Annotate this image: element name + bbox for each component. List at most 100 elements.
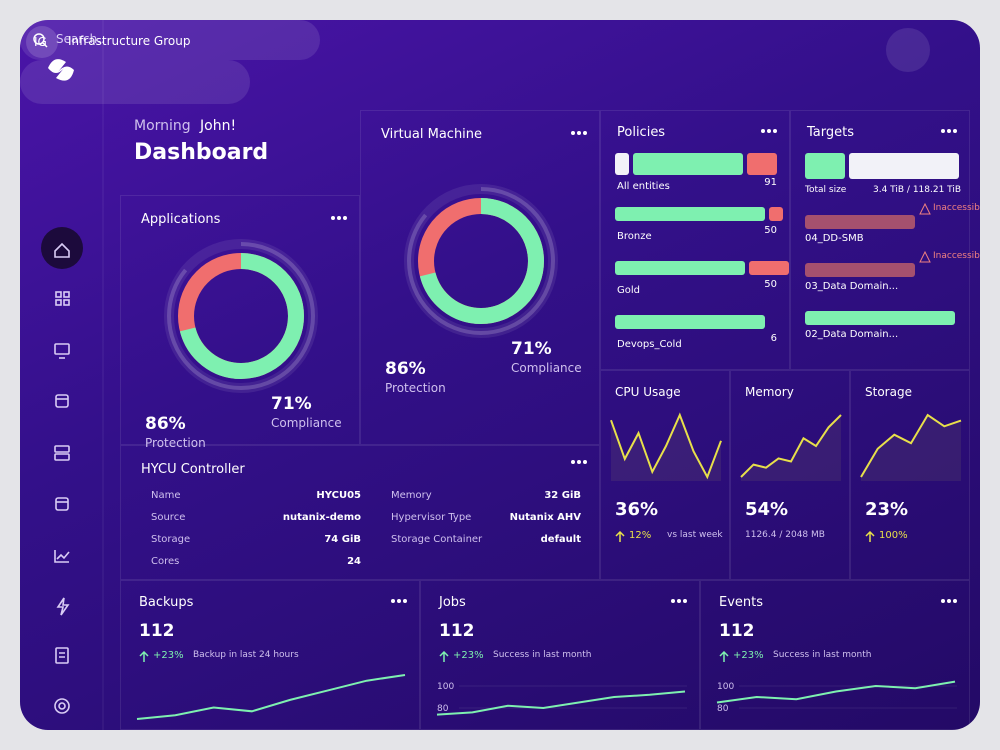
field-label: Hypervisor Type — [391, 512, 472, 523]
sparkline-line — [716, 680, 956, 704]
more-menu[interactable] — [331, 216, 347, 220]
y-tick-label: 80 — [717, 704, 729, 714]
sparkline-line — [860, 413, 962, 478]
user-initials: IG — [34, 35, 47, 49]
sparkline-line — [136, 674, 406, 720]
nav-box[interactable] — [55, 394, 69, 408]
more-menu[interactable] — [391, 599, 407, 603]
policy-bar-bad — [749, 261, 789, 275]
donut — [404, 184, 558, 338]
total-value: 3.4 TiB / 118.21 TiB — [873, 185, 962, 195]
menu-dot — [331, 216, 335, 220]
protection-value: 86% — [145, 414, 186, 434]
search-icon — [33, 33, 48, 48]
card-title: Events — [719, 595, 764, 610]
compliance-label: Compliance — [271, 416, 342, 430]
compliance-value: 71% — [271, 394, 312, 414]
metric-value: 112 — [139, 621, 175, 641]
jobs-card: Jobs 112 +23% Success in last month 100 80 — [420, 580, 700, 730]
backups-card: Backups 112 +23% Backup in last 24 hours — [120, 580, 420, 730]
dashboard: Search.. IG Infrastructure Group Morning Joh… — [20, 20, 980, 730]
nav-home[interactable] — [41, 227, 83, 269]
menu-dot — [577, 131, 581, 135]
arrow-up — [139, 651, 149, 662]
field-label: Source — [151, 512, 186, 523]
more-menu[interactable] — [671, 599, 687, 603]
menu-dot — [767, 129, 771, 133]
donut — [164, 239, 318, 393]
arrow-shape — [439, 651, 449, 662]
y-tick-label: 100 — [437, 682, 454, 692]
nav-bolt[interactable] — [56, 597, 70, 616]
icon — [42, 42, 48, 48]
nav-monitor[interactable] — [54, 343, 70, 359]
round-button[interactable] — [886, 28, 930, 72]
menu-dot — [583, 131, 587, 135]
more-menu[interactable] — [941, 129, 957, 133]
salutation: Morning — [134, 118, 191, 134]
avatar: IG — [26, 26, 58, 58]
arrow-shape — [615, 531, 625, 542]
logo — [48, 59, 74, 81]
search-placeholder: Search.. — [56, 32, 105, 46]
field-value: 32 GiB — [544, 490, 581, 501]
menu-dot — [683, 599, 687, 603]
target-name: 02_Data Domain... — [805, 329, 899, 340]
user-pill[interactable]: IG Infrastructure Group — [20, 26, 250, 104]
policy-bar-good — [615, 261, 745, 275]
menu-dot — [941, 129, 945, 133]
field-value: default — [540, 534, 581, 545]
policy-name: Gold — [617, 285, 640, 296]
sparkline — [860, 413, 962, 481]
y-tick-label: 80 — [437, 704, 449, 714]
menu-dot — [337, 216, 341, 220]
card-title: Policies — [617, 125, 666, 140]
nav-doc[interactable] — [55, 647, 69, 664]
field-label: Name — [151, 490, 181, 501]
menu-dot — [947, 129, 951, 133]
target-free — [849, 153, 959, 179]
policy-block — [615, 153, 629, 175]
more-menu[interactable] — [761, 129, 777, 133]
events-card: Events 112 +23% Success in last month 100 80 — [700, 580, 970, 730]
target-status: Inaccessible — [933, 203, 980, 213]
total-label: Total size — [805, 185, 847, 195]
search-box[interactable]: Search.. — [20, 20, 320, 60]
user-name: John! — [200, 118, 237, 134]
field-value: Nutanix AHV — [509, 512, 581, 523]
nav-target[interactable] — [54, 698, 70, 714]
metric-value: 112 — [439, 621, 475, 641]
target-status: Inaccessible — [933, 251, 980, 261]
field-label: Memory — [391, 490, 432, 501]
arrow-up — [615, 531, 625, 542]
sparkline-area — [741, 415, 841, 481]
policy-count: 50 — [764, 225, 777, 236]
metric-note: Backup in last 24 hours — [193, 650, 299, 660]
policy-name: Bronze — [617, 231, 652, 242]
menu-dot — [583, 460, 587, 464]
metric-value: 112 — [719, 621, 755, 641]
card-title: Targets — [807, 125, 854, 140]
more-menu[interactable] — [571, 131, 587, 135]
nav-calendar[interactable] — [55, 497, 69, 511]
metric-note: vs last week — [667, 530, 723, 540]
targets-card: Targets Total size 3.4 TiB / 118.21 TiB Ina… — [790, 110, 980, 370]
sidebar — [41, 20, 104, 730]
nav-server[interactable] — [54, 445, 70, 461]
target-name: 03_Data Domain... — [805, 281, 899, 292]
card-title: Storage — [865, 385, 912, 399]
arrow-shape — [139, 651, 149, 662]
more-menu[interactable] — [941, 599, 957, 603]
card-title: Jobs — [439, 595, 466, 610]
compliance-arc — [178, 253, 304, 379]
nav-grid[interactable] — [55, 291, 70, 306]
menu-dot — [947, 599, 951, 603]
more-menu[interactable] — [571, 460, 587, 464]
target-bar — [805, 215, 915, 229]
policy-bar-good — [615, 207, 765, 221]
menu-dot — [953, 599, 957, 603]
greeting: Morning John! Dashboard — [120, 112, 360, 192]
nav-chart[interactable] — [54, 550, 70, 563]
compliance-arc — [418, 198, 544, 324]
card-title: HYCU Controller — [141, 462, 245, 477]
